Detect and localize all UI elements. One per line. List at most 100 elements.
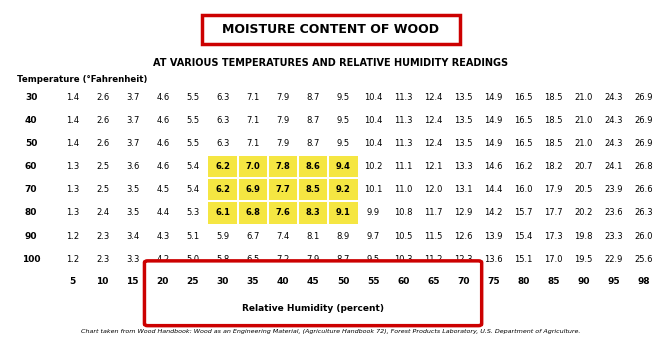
Text: 10.3: 10.3 — [394, 255, 412, 264]
Bar — [329, 179, 357, 201]
Text: 3.5: 3.5 — [126, 208, 140, 217]
Text: 75: 75 — [487, 277, 500, 286]
Text: 5.5: 5.5 — [186, 139, 199, 148]
Text: 40: 40 — [25, 116, 37, 125]
Text: 2.3: 2.3 — [96, 232, 109, 240]
Text: 4.6: 4.6 — [156, 162, 169, 171]
Text: 9.1: 9.1 — [336, 208, 351, 217]
Text: 15.7: 15.7 — [514, 208, 533, 217]
Text: 7.8: 7.8 — [275, 162, 291, 171]
Text: 3.3: 3.3 — [126, 255, 140, 264]
Text: 24.1: 24.1 — [604, 162, 623, 171]
Text: 17.0: 17.0 — [544, 255, 563, 264]
Bar — [329, 156, 357, 177]
Text: 7.2: 7.2 — [276, 255, 290, 264]
Text: 26.9: 26.9 — [634, 93, 653, 102]
Text: 9.4: 9.4 — [336, 162, 351, 171]
Text: 14.2: 14.2 — [484, 208, 502, 217]
Text: 8.9: 8.9 — [336, 232, 350, 240]
Text: 17.3: 17.3 — [544, 232, 563, 240]
Text: Chart taken from Wood Handbook: Wood as an Engineering Material, (Agriculture Ha: Chart taken from Wood Handbook: Wood as … — [81, 329, 581, 334]
Text: 5.5: 5.5 — [186, 93, 199, 102]
Text: 26.6: 26.6 — [634, 185, 653, 194]
Text: 1.4: 1.4 — [66, 116, 79, 125]
Text: 13.5: 13.5 — [454, 116, 473, 125]
Bar — [209, 202, 237, 224]
Text: 8.5: 8.5 — [306, 185, 320, 194]
Text: 13.5: 13.5 — [454, 93, 473, 102]
Text: 7.6: 7.6 — [275, 208, 291, 217]
Bar — [238, 156, 267, 177]
Bar — [329, 202, 357, 224]
Text: 7.9: 7.9 — [276, 139, 290, 148]
Text: 24.3: 24.3 — [604, 139, 623, 148]
Text: 11.3: 11.3 — [394, 116, 412, 125]
Text: 3.5: 3.5 — [126, 185, 140, 194]
Text: 9.5: 9.5 — [367, 255, 380, 264]
Text: 2.3: 2.3 — [96, 255, 109, 264]
Text: 2.4: 2.4 — [96, 208, 109, 217]
Text: 10.5: 10.5 — [394, 232, 412, 240]
Text: 70: 70 — [25, 185, 37, 194]
Text: 8.7: 8.7 — [307, 93, 320, 102]
Text: 6.7: 6.7 — [246, 232, 260, 240]
Text: 20: 20 — [157, 277, 169, 286]
Text: 21.0: 21.0 — [575, 93, 592, 102]
Text: 18.2: 18.2 — [544, 162, 563, 171]
Text: 20.7: 20.7 — [575, 162, 592, 171]
Text: 14.9: 14.9 — [484, 116, 502, 125]
Text: 65: 65 — [427, 277, 440, 286]
Text: 10.4: 10.4 — [364, 93, 383, 102]
Bar — [269, 179, 297, 201]
Text: 22.9: 22.9 — [604, 255, 623, 264]
Text: 1.3: 1.3 — [66, 162, 79, 171]
Text: 7.1: 7.1 — [246, 93, 260, 102]
Text: 23.6: 23.6 — [604, 208, 623, 217]
Text: 95: 95 — [607, 277, 620, 286]
Text: 3.4: 3.4 — [126, 232, 140, 240]
Text: 10: 10 — [97, 277, 109, 286]
Text: 12.0: 12.0 — [424, 185, 442, 194]
Bar — [238, 179, 267, 201]
Text: 8.6: 8.6 — [306, 162, 320, 171]
Text: 10.8: 10.8 — [394, 208, 412, 217]
Text: 45: 45 — [307, 277, 319, 286]
Text: 16.5: 16.5 — [514, 139, 533, 148]
Text: 16.0: 16.0 — [514, 185, 533, 194]
Text: 90: 90 — [577, 277, 590, 286]
Text: 85: 85 — [547, 277, 560, 286]
Text: 19.8: 19.8 — [575, 232, 592, 240]
Text: 17.9: 17.9 — [544, 185, 563, 194]
Text: 15.4: 15.4 — [514, 232, 533, 240]
Text: 7.9: 7.9 — [276, 93, 290, 102]
Text: 14.9: 14.9 — [484, 139, 502, 148]
Text: 30: 30 — [216, 277, 229, 286]
Text: 23.3: 23.3 — [604, 232, 623, 240]
Text: Relative Humidity (percent): Relative Humidity (percent) — [242, 304, 384, 313]
Text: 30: 30 — [25, 93, 37, 102]
Text: 5.5: 5.5 — [186, 116, 199, 125]
Text: 55: 55 — [367, 277, 379, 286]
Text: 26.8: 26.8 — [634, 162, 653, 171]
Text: 21.0: 21.0 — [575, 139, 592, 148]
Text: 9.7: 9.7 — [367, 232, 380, 240]
Text: 13.3: 13.3 — [454, 162, 473, 171]
Text: 26.3: 26.3 — [634, 208, 653, 217]
Text: 7.4: 7.4 — [276, 232, 290, 240]
Text: 7.7: 7.7 — [275, 185, 291, 194]
Text: 3.6: 3.6 — [126, 162, 140, 171]
Text: 11.3: 11.3 — [394, 93, 412, 102]
Bar — [209, 179, 237, 201]
Text: 4.6: 4.6 — [156, 139, 169, 148]
Text: 3.7: 3.7 — [126, 139, 140, 148]
Bar — [299, 156, 328, 177]
Text: 23.9: 23.9 — [604, 185, 623, 194]
Text: 5: 5 — [70, 277, 75, 286]
Text: 9.5: 9.5 — [336, 116, 350, 125]
Text: 25.6: 25.6 — [634, 255, 653, 264]
Text: 10.4: 10.4 — [364, 116, 383, 125]
Text: 8.7: 8.7 — [336, 255, 350, 264]
Text: 15: 15 — [126, 277, 139, 286]
Text: 11.5: 11.5 — [424, 232, 442, 240]
Text: 6.1: 6.1 — [215, 208, 230, 217]
